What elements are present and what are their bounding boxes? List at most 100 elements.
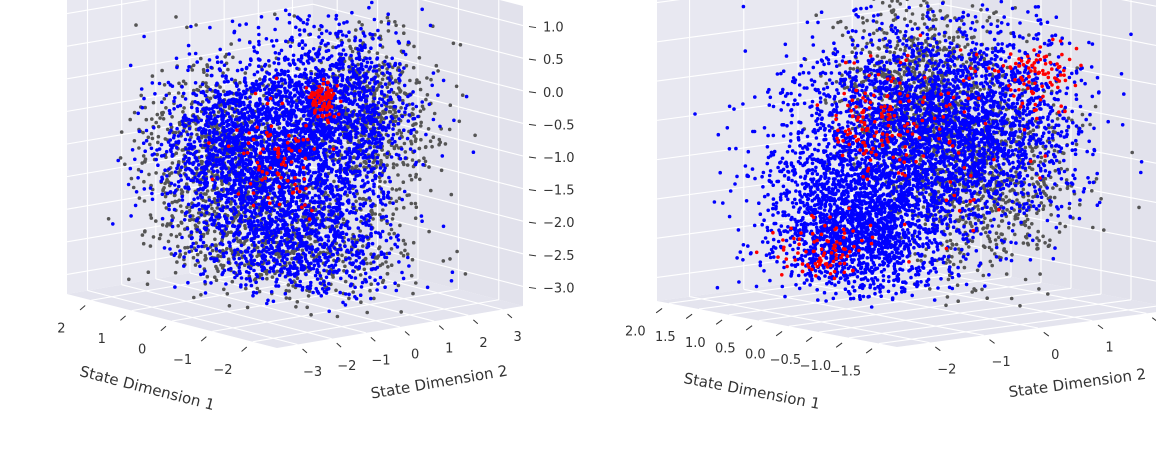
data-point bbox=[189, 244, 194, 249]
data-point bbox=[218, 47, 222, 52]
data-point bbox=[334, 13, 339, 18]
data-point bbox=[389, 247, 394, 251]
data-point bbox=[162, 246, 167, 250]
data-point bbox=[329, 167, 334, 171]
data-point bbox=[202, 181, 207, 185]
data-point bbox=[335, 105, 340, 109]
data-point bbox=[194, 23, 198, 27]
data-point bbox=[286, 189, 291, 193]
data-point bbox=[348, 160, 352, 164]
data-point bbox=[204, 138, 208, 143]
data-point bbox=[172, 207, 177, 212]
data-point bbox=[272, 191, 277, 195]
data-point bbox=[333, 129, 337, 134]
data-point bbox=[192, 197, 196, 202]
data-point bbox=[348, 70, 352, 74]
data-point bbox=[187, 161, 192, 165]
data-point bbox=[258, 77, 262, 81]
data-point bbox=[357, 86, 362, 90]
data-point bbox=[261, 104, 266, 109]
data-point bbox=[317, 27, 322, 32]
data-point bbox=[143, 229, 147, 234]
data-point bbox=[414, 137, 418, 141]
data-point bbox=[185, 205, 189, 209]
data-point bbox=[304, 75, 308, 80]
data-point bbox=[164, 149, 169, 154]
data-point bbox=[332, 78, 337, 83]
data-point bbox=[200, 162, 204, 166]
data-point bbox=[183, 167, 188, 172]
data-point bbox=[398, 89, 403, 93]
data-point bbox=[197, 207, 202, 212]
data-point bbox=[452, 118, 456, 123]
data-point bbox=[350, 101, 355, 105]
data-point bbox=[279, 94, 284, 99]
data-point bbox=[142, 34, 146, 39]
data-point bbox=[254, 103, 258, 108]
data-point bbox=[350, 10, 354, 15]
data-point bbox=[319, 142, 323, 146]
data-point bbox=[425, 76, 429, 80]
data-point bbox=[383, 82, 388, 86]
data-point bbox=[133, 157, 137, 162]
data-point bbox=[293, 82, 298, 87]
data-point bbox=[351, 290, 356, 294]
data-point bbox=[199, 102, 203, 107]
data-point bbox=[286, 102, 291, 106]
data-point bbox=[365, 310, 370, 315]
data-point bbox=[350, 85, 355, 89]
data-point bbox=[261, 155, 265, 160]
data-point bbox=[168, 138, 173, 142]
data-point bbox=[189, 105, 194, 110]
data-point bbox=[195, 87, 199, 92]
data-point bbox=[231, 166, 236, 171]
data-point bbox=[341, 217, 346, 221]
data-point bbox=[224, 200, 229, 205]
data-point bbox=[245, 305, 250, 310]
data-point bbox=[254, 291, 259, 295]
data-point bbox=[406, 40, 411, 44]
data-point bbox=[376, 100, 381, 105]
data-point bbox=[406, 94, 410, 99]
data-point bbox=[246, 117, 251, 121]
data-point bbox=[411, 90, 415, 94]
data-point bbox=[354, 132, 358, 137]
data-point bbox=[395, 131, 400, 136]
data-point bbox=[143, 105, 147, 110]
data-point bbox=[320, 24, 324, 29]
data-point bbox=[169, 233, 173, 237]
data-point bbox=[301, 127, 306, 131]
data-point bbox=[194, 166, 199, 170]
data-point bbox=[334, 185, 339, 189]
data-point bbox=[217, 67, 222, 71]
data-point bbox=[343, 132, 347, 137]
data-point bbox=[439, 168, 444, 173]
data-point bbox=[409, 273, 414, 278]
data-point bbox=[175, 65, 179, 70]
data-point bbox=[289, 104, 294, 108]
data-point bbox=[190, 68, 195, 72]
data-point bbox=[132, 139, 137, 143]
data-point bbox=[319, 276, 323, 281]
data-point bbox=[411, 65, 416, 70]
data-point bbox=[303, 67, 308, 72]
data-point bbox=[177, 198, 181, 203]
data-point bbox=[231, 139, 236, 143]
data-point bbox=[300, 108, 305, 112]
data-point bbox=[289, 84, 293, 88]
data-point bbox=[352, 71, 356, 75]
data-point bbox=[389, 263, 394, 268]
data-point bbox=[286, 283, 291, 287]
data-point bbox=[164, 93, 169, 98]
data-point bbox=[427, 229, 431, 234]
data-point bbox=[349, 151, 354, 155]
data-point bbox=[170, 84, 175, 88]
data-point bbox=[404, 63, 409, 68]
data-point bbox=[399, 310, 404, 314]
data-point bbox=[205, 121, 209, 126]
data-point bbox=[384, 115, 389, 120]
data-point bbox=[336, 44, 341, 48]
data-point bbox=[195, 178, 200, 182]
data-point bbox=[221, 141, 225, 145]
data-point bbox=[258, 58, 262, 62]
